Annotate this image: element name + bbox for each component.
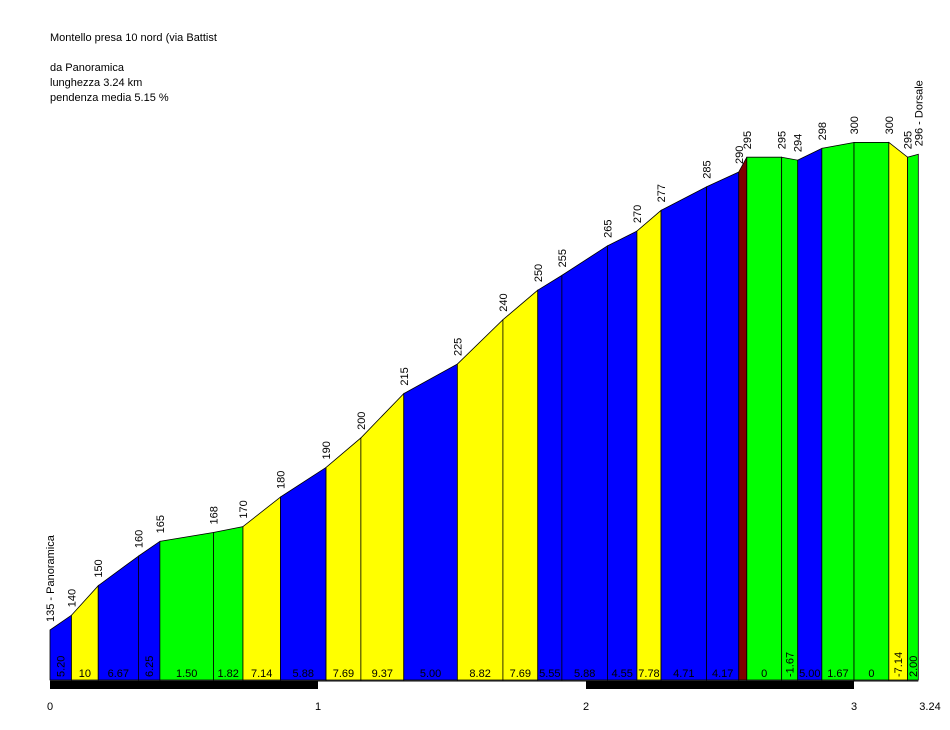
elevation-label: 294 [793,134,805,152]
segment-gradient-label: 0 [761,668,767,680]
profile-segment [888,141,908,681]
profile-segment [325,437,362,681]
segment-gradient-label: 4.71 [673,668,694,680]
scale-bar-segment [318,681,586,689]
segment-gradient-label: 1.82 [218,668,239,680]
scale-bar-segment [50,681,318,689]
segment-gradient-label: -7.14 [893,652,905,677]
elevation-label: 215 [399,367,411,385]
elevation-label: 170 [238,500,250,518]
profile-segment [853,142,890,681]
average-gradient-line: pendenza media 5.15 % [50,92,169,104]
elevation-label: 295 [777,131,789,149]
chart-title: Montello presa 10 nord (via Battist [50,32,217,44]
elevation-label: 296 - Dorsale [913,80,925,146]
profile-segment [738,157,748,681]
profile-segment [660,186,707,681]
distance-tick-label: 3.24 [919,701,940,713]
scale-bar-segment [854,681,919,689]
gradient-labels: 5.20 10 6.67 6.25 1.50 1.82 7.14 5.88 7.69 9.37 5.… [56,652,920,680]
segment-gradient-label: 6.25 [144,656,156,677]
elevation-label: 250 [533,264,545,282]
profile-segment [607,230,638,681]
segment-gradient-label: 1.50 [176,668,197,680]
elevation-label: 300 [849,116,861,134]
elevation-label: 290 [734,146,746,164]
segment-gradient-label: -1.67 [785,652,797,677]
segment-gradient-label: 6.67 [108,668,129,680]
profile-segment [242,496,281,681]
segment-gradient-label: 1.67 [827,668,848,680]
segment-gradient-label: 10 [79,668,91,680]
profile-segment [797,147,823,681]
profile-segment [403,363,458,681]
segment-gradient-label: 4.55 [611,668,632,680]
profile-segment [159,532,214,681]
segment-gradient-label: 7.69 [510,668,531,680]
profile-segment [561,245,608,681]
segment-gradient-label: 5.00 [799,668,820,680]
profile-segment [821,141,855,681]
elevation-label: 240 [498,293,510,311]
profile-segment [636,209,662,681]
distance-tick-label: 0 [47,701,53,713]
distance-tick-label: 1 [315,701,321,713]
elevation-labels: 135 - Panoramica 140 150 160 165 168 170 180 190… [45,80,925,622]
distance-tick-label: 3 [851,701,857,713]
segment-gradient-label: 5.55 [539,668,560,680]
elevation-label: 135 - Panoramica [45,534,57,622]
profile-segment [746,156,783,681]
profile-segment [456,318,504,681]
elevation-label: 160 [133,530,145,548]
elevation-label: 255 [557,249,569,267]
elevation-label: 295 [903,131,915,149]
segment-gradient-label: 7.69 [333,668,354,680]
elevation-label: 225 [452,338,464,356]
distance-scale-bar [50,680,919,689]
start-point-line: da Panoramica [50,62,125,74]
segment-gradient-label: 4.17 [712,668,733,680]
profile-segment [213,526,244,681]
profile-segment [907,153,919,681]
profile-segment [360,392,405,681]
profile-segment [781,156,799,681]
segment-gradient-label: 2.00 [908,656,920,677]
segment-gradient-label: 7.78 [638,668,659,680]
segment-gradient-label: 7.14 [251,668,272,680]
profile-segment [280,466,327,681]
profile-segments [49,141,919,681]
elevation-label: 300 [884,116,896,134]
elevation-label: 190 [321,441,333,459]
elevation-label: 150 [93,559,105,577]
elevation-label: 165 [155,515,167,533]
distance-tick-labels: 0 1 2 3 3.24 [47,701,941,713]
elevation-label: 180 [275,471,287,489]
elevation-label: 140 [66,589,78,607]
distance-tick-label: 2 [583,701,589,713]
elevation-label: 200 [356,412,368,430]
segment-gradient-label: 5.88 [293,668,314,680]
segment-gradient-label: 0 [868,668,874,680]
segment-gradient-label: 5.00 [420,668,441,680]
length-line: lunghezza 3.24 km [50,77,142,89]
elevation-label: 265 [602,219,614,237]
segment-gradient-label: 8.82 [469,668,490,680]
elevation-label: 285 [702,160,714,178]
elevation-label: 270 [632,205,644,223]
segment-gradient-label: 5.20 [56,656,68,677]
segment-gradient-label: 9.37 [372,668,393,680]
elevation-label: 168 [208,506,220,524]
scale-bar-segment [586,681,854,689]
elevation-label: 298 [817,122,829,140]
profile-segment [502,289,539,681]
segment-gradient-label: 5.88 [574,668,595,680]
elevation-label: 277 [656,184,668,202]
elevation-label: 295 [742,131,754,149]
profile-segment [706,171,740,681]
profile-segment [537,274,563,681]
